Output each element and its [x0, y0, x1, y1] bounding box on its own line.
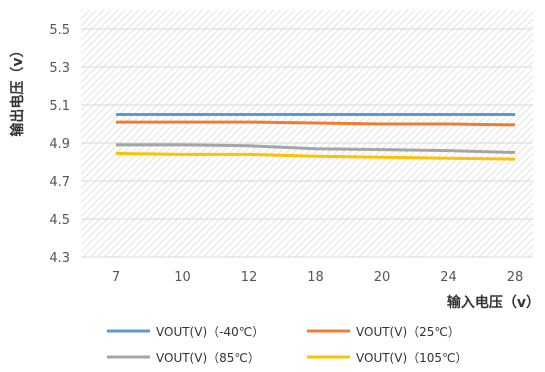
gridlines [81, 28, 533, 258]
y-tick-label: 4.5 [49, 213, 70, 228]
x-tick-label: 7 [112, 270, 120, 285]
x-tick-label: 24 [440, 270, 457, 285]
x-tick-label: 18 [307, 270, 324, 285]
y-tick-label: 5.3 [49, 61, 70, 76]
legend-label: VOUT(V)（25℃） [356, 325, 460, 339]
legend-label: VOUT(V)（105℃） [356, 351, 468, 365]
series-lines [115, 113, 516, 161]
y-tick-label: 5.5 [49, 23, 70, 38]
x-tick-label: 28 [507, 270, 524, 285]
y-axis-title: 输出电压（v） [9, 43, 26, 136]
x-axis-title: 输入电压（v） [447, 294, 540, 311]
y-tick-label: 4.9 [49, 137, 70, 152]
plot-area [81, 10, 533, 257]
series-line [116, 120, 516, 127]
y-axis-ticks: 4.3 4.5 4.7 4.9 5.1 5.3 5.5 [49, 23, 70, 266]
y-tick-label: 5.1 [49, 99, 70, 114]
y-tick-label: 4.3 [49, 251, 70, 266]
x-tick-label: 20 [374, 270, 391, 285]
y-tick-label: 4.7 [49, 175, 70, 190]
x-tick-label: 12 [241, 270, 258, 285]
legend-label: VOUT(V)（85℃） [156, 351, 260, 365]
legend-label: VOUT(V)（-40℃） [156, 325, 264, 339]
x-axis-ticks: 7 10 12 18 20 24 28 [112, 270, 523, 285]
x-tick-label: 10 [174, 270, 191, 285]
series-line [116, 143, 516, 154]
series-line [115, 151, 516, 161]
legend: VOUT(V)（-40℃） VOUT(V)（25℃） VOUT(V)（85℃） VOU… [107, 325, 468, 365]
